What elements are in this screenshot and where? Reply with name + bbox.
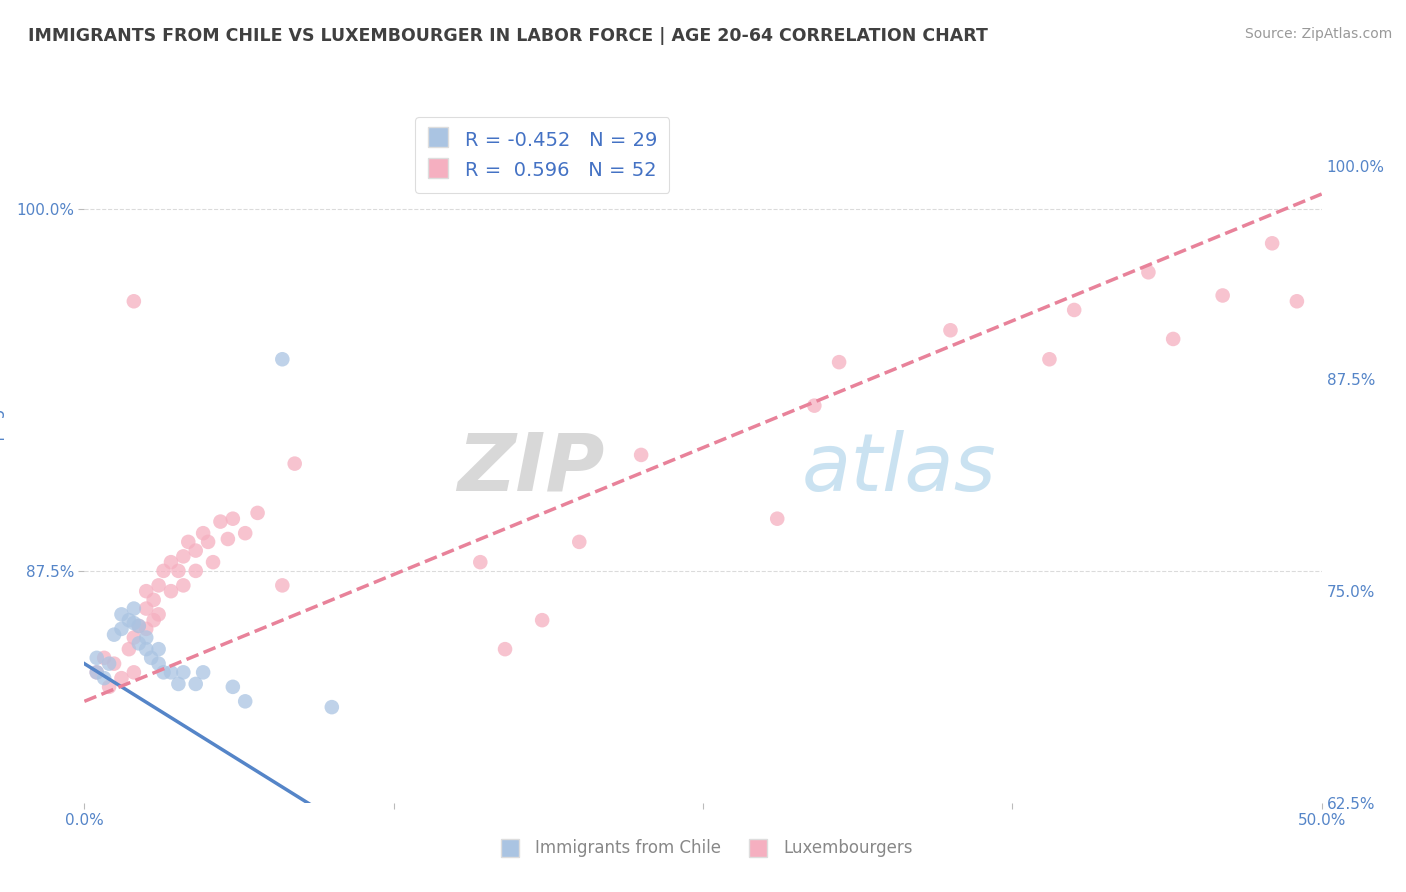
Point [142,593,165,607]
Point [494,642,516,657]
Point [141,651,163,665]
Point [86,665,108,680]
Point [271,352,294,367]
Point [148,578,170,592]
Point [191,665,214,680]
Point [939,323,962,337]
Point [122,631,145,645]
Point [1161,332,1184,346]
Point [271,578,294,592]
Point [135,584,157,599]
Point [148,657,170,671]
Point [118,613,141,627]
Point [470,555,492,569]
Point [233,694,256,708]
Point [122,294,145,309]
Point [98,680,121,694]
Point [568,535,591,549]
Point [148,642,170,657]
Point [160,555,183,569]
Point [531,613,554,627]
Point [122,616,145,631]
Point [160,584,183,599]
Y-axis label: In Labor Force | Age 20-64: In Labor Force | Age 20-64 [0,345,4,565]
Point [172,665,194,680]
Point [1063,303,1085,318]
Point [172,578,194,592]
Point [118,642,141,657]
Point [142,613,165,627]
Point [135,642,157,657]
Text: atlas: atlas [801,430,997,508]
Point [122,665,145,680]
Point [110,671,132,685]
Point [233,526,256,541]
Point [122,601,145,615]
Point [152,665,174,680]
Point [98,657,121,671]
Point [135,622,157,636]
Legend: Immigrants from Chile, Luxembourgers: Immigrants from Chile, Luxembourgers [486,833,920,864]
Point [128,619,150,633]
Point [135,631,157,645]
Text: Source: ZipAtlas.com: Source: ZipAtlas.com [1244,27,1392,41]
Point [630,448,652,462]
Point [152,564,174,578]
Point [191,526,214,541]
Point [222,680,245,694]
Point [202,555,225,569]
Point [209,515,232,529]
Point [1285,294,1308,309]
Point [86,665,108,680]
Point [177,535,200,549]
Point [321,700,343,714]
Point [803,399,825,413]
Point [246,506,269,520]
Point [86,651,108,665]
Point [110,607,132,622]
Point [222,512,245,526]
Point [217,532,239,546]
Point [1038,352,1060,367]
Point [1212,288,1234,302]
Point [93,651,115,665]
Point [1137,265,1160,279]
Point [167,564,190,578]
Point [1261,236,1284,251]
Point [172,549,194,564]
Point [197,535,219,549]
Point [284,457,307,471]
Point [135,601,157,615]
Point [167,677,190,691]
Point [148,607,170,622]
Point [103,628,125,642]
Point [766,512,789,526]
Point [110,622,132,636]
Point [184,677,207,691]
Point [128,636,150,650]
Point [184,543,207,558]
Point [93,671,115,685]
Point [103,657,125,671]
Text: IMMIGRANTS FROM CHILE VS LUXEMBOURGER IN LABOR FORCE | AGE 20-64 CORRELATION CHA: IMMIGRANTS FROM CHILE VS LUXEMBOURGER IN… [28,27,988,45]
Point [160,665,183,680]
Text: ZIP: ZIP [457,430,605,508]
Point [828,355,851,369]
Point [184,564,207,578]
Point [128,619,150,633]
